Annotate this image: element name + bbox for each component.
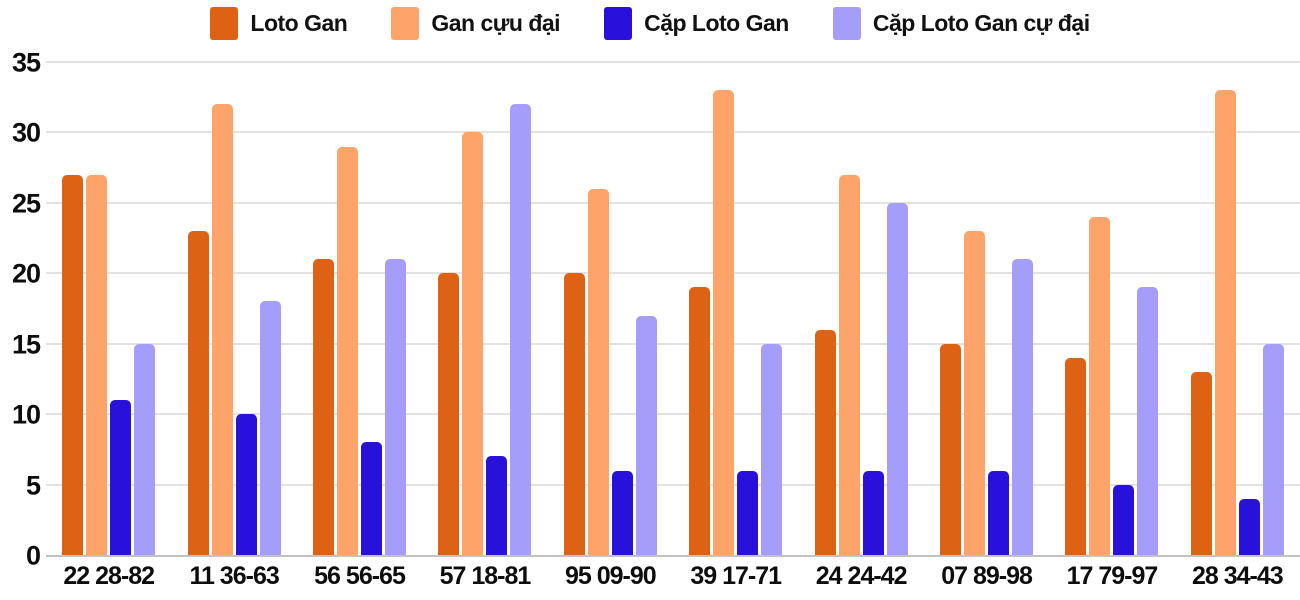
x-axis-category-label: 56 56-65 — [314, 562, 406, 590]
bar-cap-loto-gan-cu-dai[interactable] — [259, 301, 281, 555]
gridline — [46, 272, 1300, 275]
gridline — [46, 61, 1300, 63]
x-axis-category-label: 17 79-97 — [1066, 562, 1159, 590]
bar-gan-cuu-dai[interactable] — [964, 231, 986, 555]
bar-loto-gan[interactable] — [814, 329, 836, 555]
bar-cap-loto-gan[interactable] — [110, 400, 132, 555]
x-axis-category-label: 28 34-43 — [1192, 562, 1284, 590]
bar-gan-cuu-dai[interactable] — [587, 188, 609, 555]
bar-group — [297, 62, 422, 555]
bar-cap-loto-gan[interactable] — [1238, 498, 1260, 555]
x-axis-line — [46, 555, 1300, 557]
bar-loto-gan[interactable] — [187, 231, 209, 555]
y-axis: 0 5 10 15 20 25 30 35 — [0, 49, 41, 569]
y-axis-tick-label: 30 — [11, 117, 41, 148]
x-axis-category-label: 39 17-71 — [690, 562, 782, 590]
bar-cap-loto-gan[interactable] — [988, 470, 1010, 555]
bar-cap-loto-gan[interactable] — [862, 470, 884, 555]
y-axis-tick-label: 15 — [11, 329, 41, 360]
legend-label: Cặp Loto Gan cự đại — [872, 10, 1090, 36]
bar-loto-gan[interactable] — [313, 259, 335, 555]
bar-cap-loto-gan[interactable] — [1113, 484, 1135, 555]
x-axis-category-label: 57 18-81 — [439, 562, 532, 590]
bar-loto-gan[interactable] — [438, 273, 460, 555]
x-axis-category-label: 95 09-90 — [564, 562, 657, 590]
bar-gan-cuu-dai[interactable] — [337, 146, 359, 555]
bar-group — [1175, 62, 1300, 555]
y-axis-tick-label: 0 — [25, 540, 41, 571]
bar-gan-cuu-dai[interactable] — [1214, 90, 1236, 555]
bar-gan-cuu-dai[interactable] — [211, 104, 233, 555]
bar-gan-cuu-dai[interactable] — [462, 132, 484, 555]
y-axis-tick-label: 10 — [11, 399, 41, 430]
bar-cap-loto-gan[interactable] — [235, 414, 257, 555]
legend-item-cap-loto-gan[interactable]: Cặp Loto Gan — [604, 7, 789, 40]
gridline — [46, 201, 1300, 204]
bar-loto-gan[interactable] — [62, 174, 84, 555]
bar-cap-loto-gan-cu-dai[interactable] — [886, 202, 908, 555]
chart-legend: Loto Gan Gan cựu đại Cặp Loto Gan Cặp Loto … — [0, 7, 1300, 40]
bar-gan-cuu-dai[interactable] — [86, 174, 108, 555]
bar-cap-loto-gan-cu-dai[interactable] — [1262, 343, 1284, 555]
legend-label: Cặp Loto Gan — [644, 10, 789, 36]
bar-group — [171, 62, 296, 555]
legend-swatch-icon — [210, 7, 239, 40]
y-axis-tick-label: 5 — [25, 470, 41, 501]
bar-cap-loto-gan[interactable] — [486, 456, 508, 555]
gridline — [46, 131, 1300, 134]
bar-loto-gan[interactable] — [563, 273, 585, 555]
bar-loto-gan[interactable] — [940, 343, 962, 555]
bar-gan-cuu-dai[interactable] — [713, 90, 735, 555]
bar-groups — [46, 62, 1300, 555]
bar-group — [548, 62, 673, 555]
x-axis-category-label: 11 36-63 — [189, 562, 279, 590]
bar-group — [422, 62, 547, 555]
bar-loto-gan[interactable] — [689, 287, 711, 555]
bar-loto-gan[interactable] — [1190, 371, 1212, 555]
y-axis-tick-label: 25 — [11, 188, 41, 219]
legend-label: Loto Gan — [250, 10, 348, 36]
bar-group — [798, 62, 923, 555]
bar-group — [924, 62, 1049, 555]
legend-swatch-icon — [391, 7, 420, 40]
bar-cap-loto-gan[interactable] — [737, 470, 759, 555]
legend-item-gan-cuu-dai[interactable]: Gan cựu đại — [391, 7, 561, 40]
gridline — [46, 413, 1300, 416]
bar-loto-gan[interactable] — [1065, 357, 1087, 555]
bar-cap-loto-gan-cu-dai[interactable] — [510, 104, 532, 555]
x-axis-category-label: 22 28-82 — [63, 562, 155, 590]
y-axis-tick-label: 20 — [11, 258, 41, 289]
y-axis-tick-label: 35 — [11, 47, 41, 78]
bar-cap-loto-gan-cu-dai[interactable] — [385, 259, 407, 555]
bar-cap-loto-gan-cu-dai[interactable] — [1137, 287, 1159, 555]
legend-swatch-icon — [604, 7, 633, 40]
bar-gan-cuu-dai[interactable] — [838, 174, 860, 555]
bar-cap-loto-gan[interactable] — [611, 470, 633, 555]
bar-cap-loto-gan-cu-dai[interactable] — [761, 343, 783, 555]
bar-group — [46, 62, 171, 555]
bar-cap-loto-gan-cu-dai[interactable] — [1012, 259, 1034, 555]
bar-group — [1049, 62, 1174, 555]
bar-cap-loto-gan[interactable] — [361, 442, 383, 555]
legend-item-loto-gan[interactable]: Loto Gan — [210, 7, 348, 40]
legend-label: Gan cựu đại — [431, 10, 561, 36]
legend-item-cap-loto-gan-cu-dai[interactable]: Cặp Loto Gan cự đại — [832, 7, 1090, 40]
x-axis-category-label: 24 24-42 — [815, 562, 908, 590]
bar-group — [673, 62, 798, 555]
legend-swatch-icon — [832, 7, 861, 40]
gridline — [46, 342, 1300, 345]
bar-cap-loto-gan-cu-dai[interactable] — [134, 343, 156, 555]
plot-area — [46, 61, 1300, 557]
x-axis: 22 28-82 11 36-63 56 56-65 57 18-81 95 09-90… — [46, 562, 1300, 591]
x-axis-category-label: 07 89-98 — [941, 562, 1033, 590]
bar-gan-cuu-dai[interactable] — [1089, 216, 1111, 555]
bar-cap-loto-gan-cu-dai[interactable] — [635, 315, 657, 555]
gridline — [46, 483, 1300, 486]
